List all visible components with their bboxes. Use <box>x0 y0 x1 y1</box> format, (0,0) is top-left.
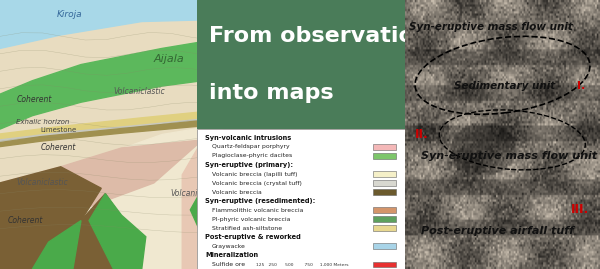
Text: Volcaniclastic: Volcaniclastic <box>16 178 68 187</box>
Polygon shape <box>0 104 405 141</box>
Text: Exhalic horizon: Exhalic horizon <box>16 119 70 125</box>
Bar <box>373 216 396 222</box>
Text: Volcaniclastic: Volcaniclastic <box>113 87 165 96</box>
Text: Volcaniclastic: Volcaniclastic <box>170 189 222 198</box>
Text: Syn-eruptive mass flow unit: Syn-eruptive mass flow unit <box>409 22 573 32</box>
Text: Volcanic breccia: Volcanic breccia <box>212 190 261 194</box>
Polygon shape <box>190 188 219 237</box>
Text: Limestone: Limestone <box>41 128 77 133</box>
Polygon shape <box>73 194 130 269</box>
Bar <box>373 243 396 249</box>
Text: Sulfide ore: Sulfide ore <box>212 262 245 267</box>
Text: Graywacke: Graywacke <box>212 244 245 249</box>
Bar <box>373 189 396 195</box>
Text: Quartz-feldspar porphyry: Quartz-feldspar porphyry <box>212 144 289 149</box>
Text: Pl-phyric volcanic breccia: Pl-phyric volcanic breccia <box>212 217 290 222</box>
Text: Volcanic breccia (lapilli tuff): Volcanic breccia (lapilli tuff) <box>212 172 297 176</box>
Bar <box>373 225 396 231</box>
Text: Stratified ash-siltstone: Stratified ash-siltstone <box>212 226 281 231</box>
Text: Coherent: Coherent <box>235 238 270 247</box>
Text: Coherent: Coherent <box>41 143 76 153</box>
Text: Flammolithic volcanic breccia: Flammolithic volcanic breccia <box>212 208 303 213</box>
Bar <box>373 180 396 186</box>
Text: Coherent: Coherent <box>8 216 43 225</box>
Text: Post-eruptive airfall tuff: Post-eruptive airfall tuff <box>421 226 574 236</box>
Polygon shape <box>0 121 243 269</box>
Text: Plagioclase-phyric dacites: Plagioclase-phyric dacites <box>212 153 292 158</box>
Text: III.: III. <box>571 203 589 216</box>
Text: Aijala: Aijala <box>154 54 185 64</box>
Polygon shape <box>0 167 101 269</box>
Polygon shape <box>0 0 405 48</box>
Polygon shape <box>0 0 405 269</box>
Text: Coherent: Coherent <box>16 95 52 104</box>
Text: Post-eruptive & reworked: Post-eruptive & reworked <box>205 234 301 240</box>
Text: Syn-eruptive (resedimented):: Syn-eruptive (resedimented): <box>205 198 316 204</box>
Text: Mineralization: Mineralization <box>205 252 259 259</box>
Text: Volcaniclastic: Volcaniclastic <box>251 184 303 193</box>
Text: 125   250      500        750     1,000 Meters: 125 250 500 750 1,000 Meters <box>256 263 348 267</box>
Text: Volcanic breccia (crystal tuff): Volcanic breccia (crystal tuff) <box>212 180 301 186</box>
Text: Syn-eruptive mass flow unit: Syn-eruptive mass flow unit <box>421 151 597 161</box>
Bar <box>373 207 396 213</box>
Text: Syn-volcanic intrusions: Syn-volcanic intrusions <box>205 135 292 141</box>
Text: From observations: From observations <box>209 26 443 46</box>
Polygon shape <box>182 116 405 269</box>
Polygon shape <box>0 114 405 147</box>
Bar <box>373 153 396 159</box>
Text: Syn-eruptive (primary):: Syn-eruptive (primary): <box>205 162 293 168</box>
Bar <box>373 144 396 150</box>
Polygon shape <box>89 194 146 269</box>
Text: II.: II. <box>415 128 428 141</box>
Text: into maps: into maps <box>209 83 334 103</box>
Polygon shape <box>0 140 203 229</box>
Bar <box>373 171 396 177</box>
Bar <box>373 261 396 267</box>
Text: Sedimentary unit: Sedimentary unit <box>454 81 555 91</box>
Polygon shape <box>0 110 405 144</box>
Text: I.: I. <box>577 81 585 91</box>
Text: Kiroja: Kiroja <box>57 10 82 19</box>
Polygon shape <box>32 221 81 269</box>
Polygon shape <box>0 32 405 129</box>
